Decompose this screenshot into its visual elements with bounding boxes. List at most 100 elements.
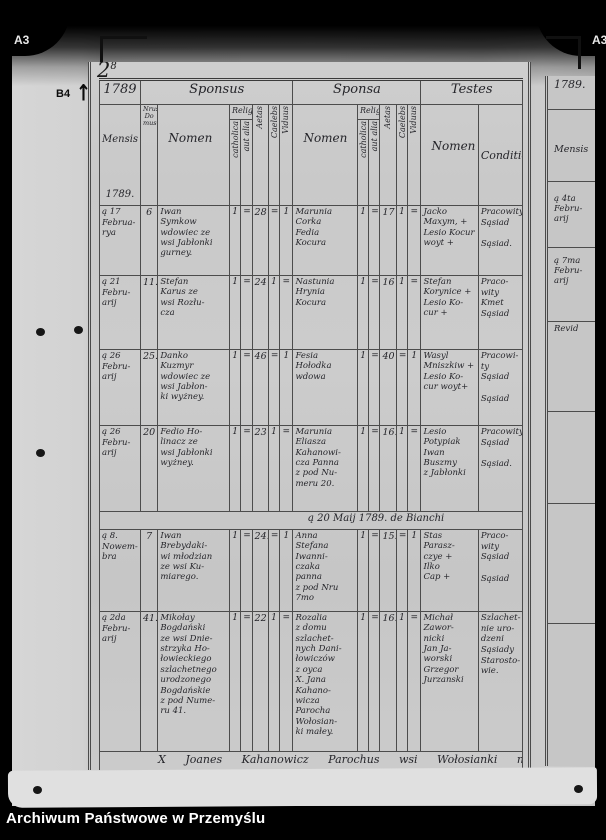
witnesses-condition: Praco- wity Kmet Sąsiad: [477, 275, 524, 350]
domus-header: Nrus Do mus: [139, 104, 159, 206]
house-number: 20: [139, 425, 159, 512]
viduus-sponsus-header: Viduus: [279, 104, 294, 206]
groom-name: Iwan Symkow wdowiec ze wsi Jabłonki gurn…: [157, 205, 231, 276]
bride-catholica: 1: [356, 205, 370, 276]
frame-marker-a3-left: A3: [14, 33, 30, 47]
groom-aut-alia: =: [240, 611, 253, 752]
film-dot: [74, 326, 83, 334]
catholica-sponsa-header: catholica: [356, 119, 370, 206]
nomen-sponsa-header: Nomen: [292, 104, 358, 206]
bride-name: Anna Stefana Iwanni- czaka panna z pod N…: [292, 529, 358, 612]
groom-viduus: =: [279, 611, 294, 752]
next-page-mensis-header: Mensis: [548, 110, 595, 182]
groom-caelebs: 1: [267, 275, 281, 350]
groom-age: 28: [251, 205, 269, 276]
groom-aut-alia: =: [240, 349, 253, 426]
crop-bracket-right-icon: [546, 36, 581, 69]
groom-age: 46: [251, 349, 269, 426]
bride-viduus: 1: [407, 349, 422, 426]
nomen-sponsus-header: Nomen: [157, 104, 231, 206]
marriage-register-table: 1789 Sponsus Sponsa Testes Mensis 1789. …: [99, 78, 524, 770]
caelebs-sponsus-header: Caelebs: [267, 104, 281, 206]
bride-name: Marunia Corka Fedia Kocura: [292, 205, 358, 276]
caelebs-sponsa-header: Caelebs: [395, 104, 409, 206]
next-page-entry-date: ą 7ma Febru- arij: [548, 248, 595, 322]
groom-age: 23: [251, 425, 269, 512]
table-header-row-columns: Mensis 1789. Nrus Do mus Nomen Religio A…: [99, 104, 524, 206]
entry-date: ą 2da Febru- arij: [99, 611, 141, 752]
next-page-entry-date: Revid: [548, 322, 595, 412]
annotation-text: ą 20 Maij 1789. de Bianchi: [99, 511, 523, 530]
bride-aut-alia: =: [368, 529, 381, 612]
groom-viduus: =: [279, 275, 294, 350]
crop-bracket-left-icon: [100, 36, 147, 69]
groom-caelebs: =: [267, 349, 281, 426]
entry-date: ą 26 Febru- arij: [99, 349, 141, 426]
register-row-5: ą 8. Nowem- bra 7 Iwan Brebydaki- wi mło…: [99, 529, 524, 612]
witnesses-names: Stas Parasz- czye + Ilko Cap +: [420, 529, 479, 612]
archive-watermark: Archiwum Państwowe w Przemyślu: [6, 810, 266, 827]
frame-marker-a3-right: A3: [592, 33, 606, 47]
groom-aut-alia: =: [240, 275, 253, 350]
bride-age: 16: [379, 275, 397, 350]
groom-age: 24.: [251, 529, 269, 612]
groom-name: Mikołay Bogdański ze wsi Dnie- strzyka H…: [157, 611, 231, 752]
entry-date: ą 8. Nowem- bra: [99, 529, 141, 612]
groom-catholica: 1: [229, 275, 242, 350]
groom-caelebs: =: [267, 205, 281, 276]
register-page: 28 1789 Sponsus Sponsa Testes Mensis 178…: [88, 62, 531, 770]
mensis-header: Mensis 1789.: [99, 104, 141, 206]
bride-age: 16.: [379, 425, 397, 512]
witnesses-names: Jacko Maxym, + Lesio Kocur woyt +: [420, 205, 479, 276]
priest-signature: X Joanes Kahanowicz Parochus wsi Wołosia…: [99, 751, 523, 770]
witnesses-condition: Pracowity Sąsiad Sąsiad.: [477, 425, 524, 512]
witnesses-condition: Pracowi- ty Sąsiad Sąsiad: [477, 349, 524, 426]
groom-aut-alia: =: [240, 529, 253, 612]
bride-viduus: =: [407, 275, 422, 350]
house-number: 6: [139, 205, 159, 276]
groom-catholica: 1: [229, 425, 242, 512]
groom-age: 24: [251, 275, 269, 350]
religio-sponsa-header: Religio: [356, 104, 381, 120]
marginal-annotation-row: ą 20 Maij 1789. de Bianchi: [99, 511, 523, 530]
groom-aut-alia: =: [240, 425, 253, 512]
register-row-6: ą 2da Febru- arij 41. Mikołay Bogdański …: [99, 611, 524, 752]
bride-aut-alia: =: [368, 425, 381, 512]
up-arrow-icon: ↑: [76, 80, 92, 107]
bride-catholica: 1: [356, 425, 370, 512]
bride-caelebs: 1: [395, 425, 409, 512]
house-number: 25.: [139, 349, 159, 426]
next-page-year: 1789.: [548, 76, 595, 110]
film-edge-band: [7, 767, 598, 808]
bride-caelebs: 1: [395, 275, 409, 350]
bride-viduus: =: [407, 425, 422, 512]
witnesses-names: Stefan Korynice + Lesio Ko- cur +: [420, 275, 479, 350]
entry-date: ą 26 Febru- arij: [99, 425, 141, 512]
sponsa-group-header: Sponsa: [292, 79, 422, 105]
film-dot: [36, 449, 45, 457]
bride-catholica: 1: [356, 275, 370, 350]
groom-viduus: 1: [279, 529, 294, 612]
groom-catholica: 1: [229, 611, 242, 752]
year-cell: 1789: [99, 79, 141, 105]
bride-aut-alia: =: [368, 275, 381, 350]
catholica-sponsus-header: catholica: [229, 119, 242, 206]
film-dot: [36, 328, 45, 336]
groom-name: Stefan Karus ze wsi Rozłu- cza: [157, 275, 231, 350]
bride-aut-alia: =: [368, 349, 381, 426]
nomen-testes-header: Nomen: [420, 104, 479, 206]
bride-age: 15.: [379, 529, 397, 612]
next-page-empty-row: [548, 504, 595, 624]
groom-catholica: 1: [229, 529, 242, 612]
bride-aut-alia: =: [368, 205, 381, 276]
next-page-empty-row: [548, 412, 595, 504]
groom-aut-alia: =: [240, 205, 253, 276]
viduus-sponsa-header: Viduus: [407, 104, 422, 206]
bride-name: Nastunia Hrynia Kocura: [292, 275, 358, 350]
next-page-entry-date: ą 4ta Febru- arij: [548, 182, 595, 248]
aut-alia-sponsa-header: aut alia: [368, 119, 381, 206]
bride-name: Marunia Eliasza Kahanowi- cza Panna z po…: [292, 425, 358, 512]
bride-viduus: =: [407, 611, 422, 752]
bride-catholica: 1: [356, 349, 370, 426]
bride-caelebs: =: [395, 529, 409, 612]
